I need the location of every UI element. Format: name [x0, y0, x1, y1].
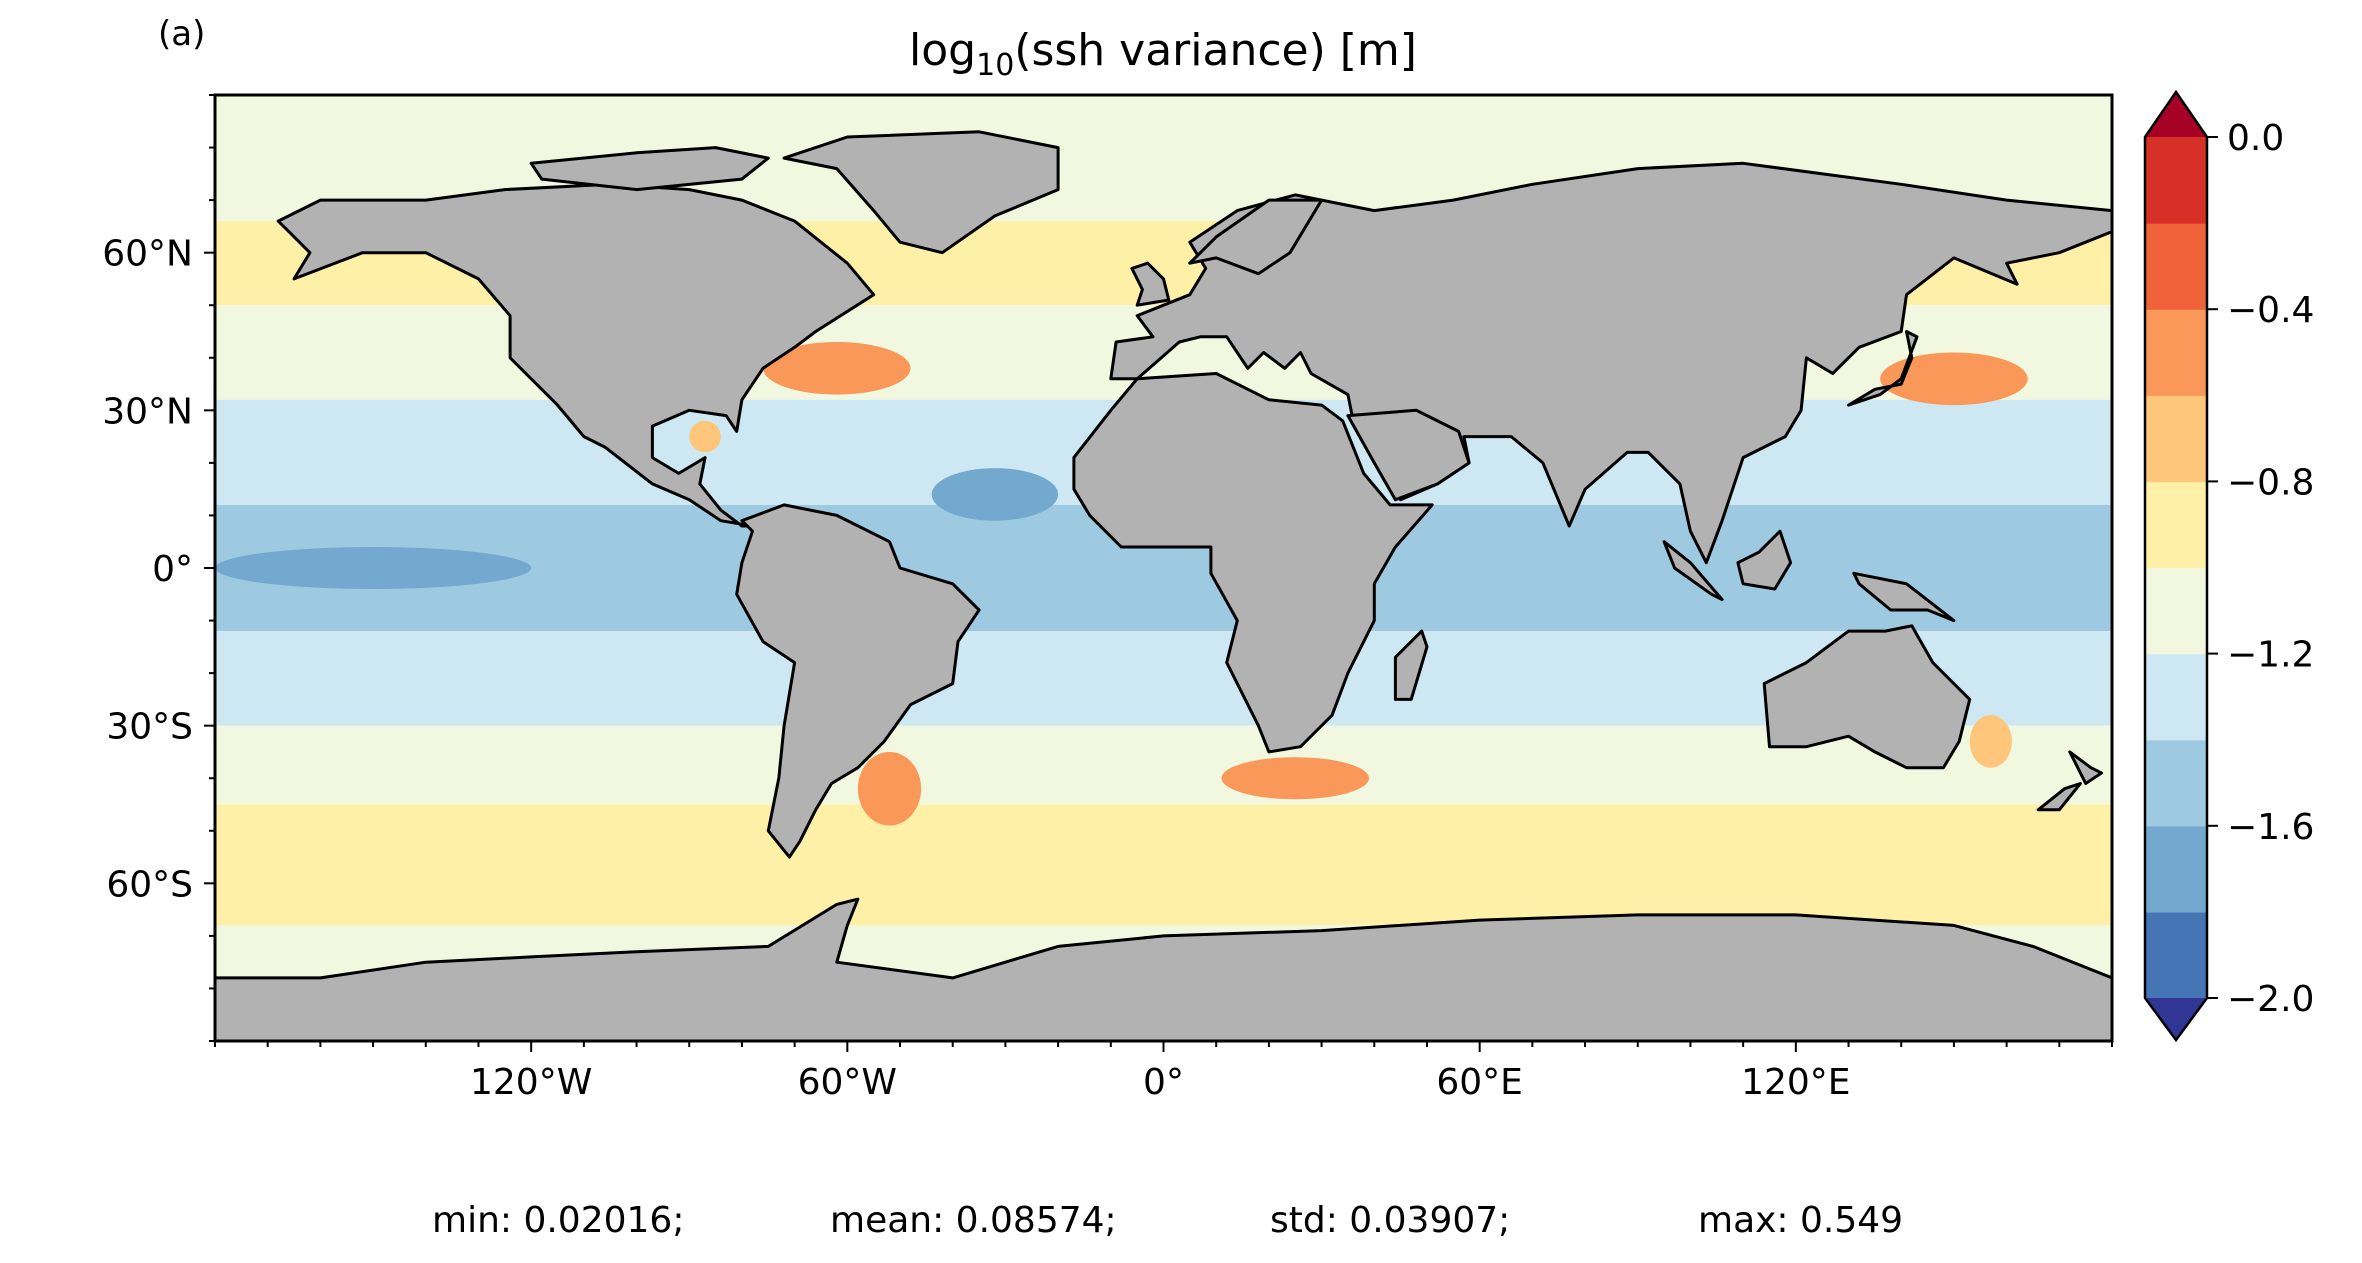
land-antarctica — [215, 897, 2112, 1041]
land-sumatra — [1662, 540, 1724, 601]
stat-std: std: 0.03907; — [1270, 1200, 1511, 1241]
colorbar-bin — [2145, 911, 2207, 999]
land-arabia — [1346, 408, 1471, 502]
x-tick-label: 60°E — [1436, 1062, 1523, 1103]
colorbar-tick-label: −1.2 — [2227, 635, 2314, 676]
land-japan — [1847, 330, 1919, 407]
colorbar-extend-max — [2145, 92, 2207, 137]
y-tick-label: 30°N — [102, 391, 193, 432]
hotspot-agulhas — [1221, 757, 1370, 800]
y-axis: 60°N 30°N 0° 30°S 60°S — [102, 94, 215, 1042]
colorbar-tick-label: −0.4 — [2227, 290, 2314, 331]
title-subscript: 10 — [976, 48, 1014, 83]
colorbar-bin — [2145, 739, 2207, 827]
x-axis: 120°W 60°W 0° 60°E 120°E — [214, 1041, 2113, 1103]
stat-max: max: 0.549 — [1698, 1200, 1904, 1241]
y-tick-label: 0° — [152, 549, 193, 590]
hotspot-brazil-malvinas — [857, 751, 922, 826]
colorbar-extend-min — [2145, 998, 2207, 1040]
land-borneo — [1736, 529, 1793, 591]
colorbar-bin — [2145, 567, 2207, 655]
stat-min: min: 0.02016; — [432, 1200, 685, 1241]
ocean-band-7 — [215, 804, 2112, 926]
stats-line: min: 0.02016; mean: 0.08574; std: 0.0390… — [0, 1200, 2362, 1250]
land-greenland — [782, 130, 1060, 255]
hotspot-gulf-stream — [763, 342, 911, 395]
y-tick-label: 60°N — [102, 234, 193, 275]
land-africa — [1072, 372, 1434, 754]
x-tick-label: 0° — [1143, 1062, 1184, 1103]
land-new-zealand-south — [2036, 782, 2082, 812]
colorbar-bin — [2145, 653, 2207, 741]
colorbar-bin — [2145, 395, 2207, 482]
x-tick-label: 60°W — [798, 1062, 897, 1103]
land-new-zealand-north — [2068, 750, 2103, 785]
land-north-america — [276, 182, 876, 528]
colorbar-tick-label: 0.0 — [2227, 118, 2284, 159]
hotspot-east-australian — [1969, 715, 2012, 768]
map-panel — [215, 95, 2112, 1041]
land-australia — [1762, 624, 1972, 770]
land-canadian-arctic — [529, 146, 770, 192]
title-log: log — [909, 25, 976, 76]
colorbar-tick-label: −0.8 — [2227, 462, 2314, 503]
colorbar-bin — [2145, 137, 2207, 224]
stat-mean: mean: 0.08574; — [830, 1200, 1117, 1241]
land-south-america — [735, 503, 981, 859]
y-tick-label: 60°S — [106, 864, 193, 905]
hotspot-atlantic-tropical-minimum — [931, 468, 1059, 521]
hotspot-pacific-equatorial-minimum — [215, 546, 532, 590]
panel-label: (a) — [158, 14, 205, 54]
title-rest: (ssh variance) [m] — [1014, 25, 1417, 76]
land-madagascar — [1393, 629, 1429, 701]
land-new-guinea — [1852, 571, 1956, 623]
y-tick-label: 30°S — [106, 707, 193, 748]
hotspot-gulf-of-mexico — [689, 420, 721, 453]
colorbar-tick-label: −2.0 — [2227, 979, 2314, 1020]
land-britain — [1130, 261, 1171, 307]
x-tick-label: 120°E — [1741, 1062, 1850, 1103]
ocean-hotspots — [215, 342, 2028, 826]
colorbar-bin — [2145, 309, 2207, 396]
land-eurasia — [1109, 161, 2112, 565]
colorbar-bin — [2145, 223, 2207, 310]
land-scandinavia — [1188, 198, 1324, 276]
hotspot-kuroshio — [1880, 352, 2028, 406]
colorbar-bin — [2145, 825, 2207, 913]
chart-title: log10(ssh variance) [m] — [909, 25, 1417, 83]
x-tick-label: 120°W — [470, 1062, 592, 1103]
land-masses — [215, 130, 2112, 1041]
colorbar: 0.0 −0.4 −0.8 −1.2 −1.6 −2.0 — [2143, 89, 2314, 1043]
colorbar-bin — [2145, 481, 2207, 569]
colorbar-tick-label: −1.6 — [2227, 807, 2314, 848]
